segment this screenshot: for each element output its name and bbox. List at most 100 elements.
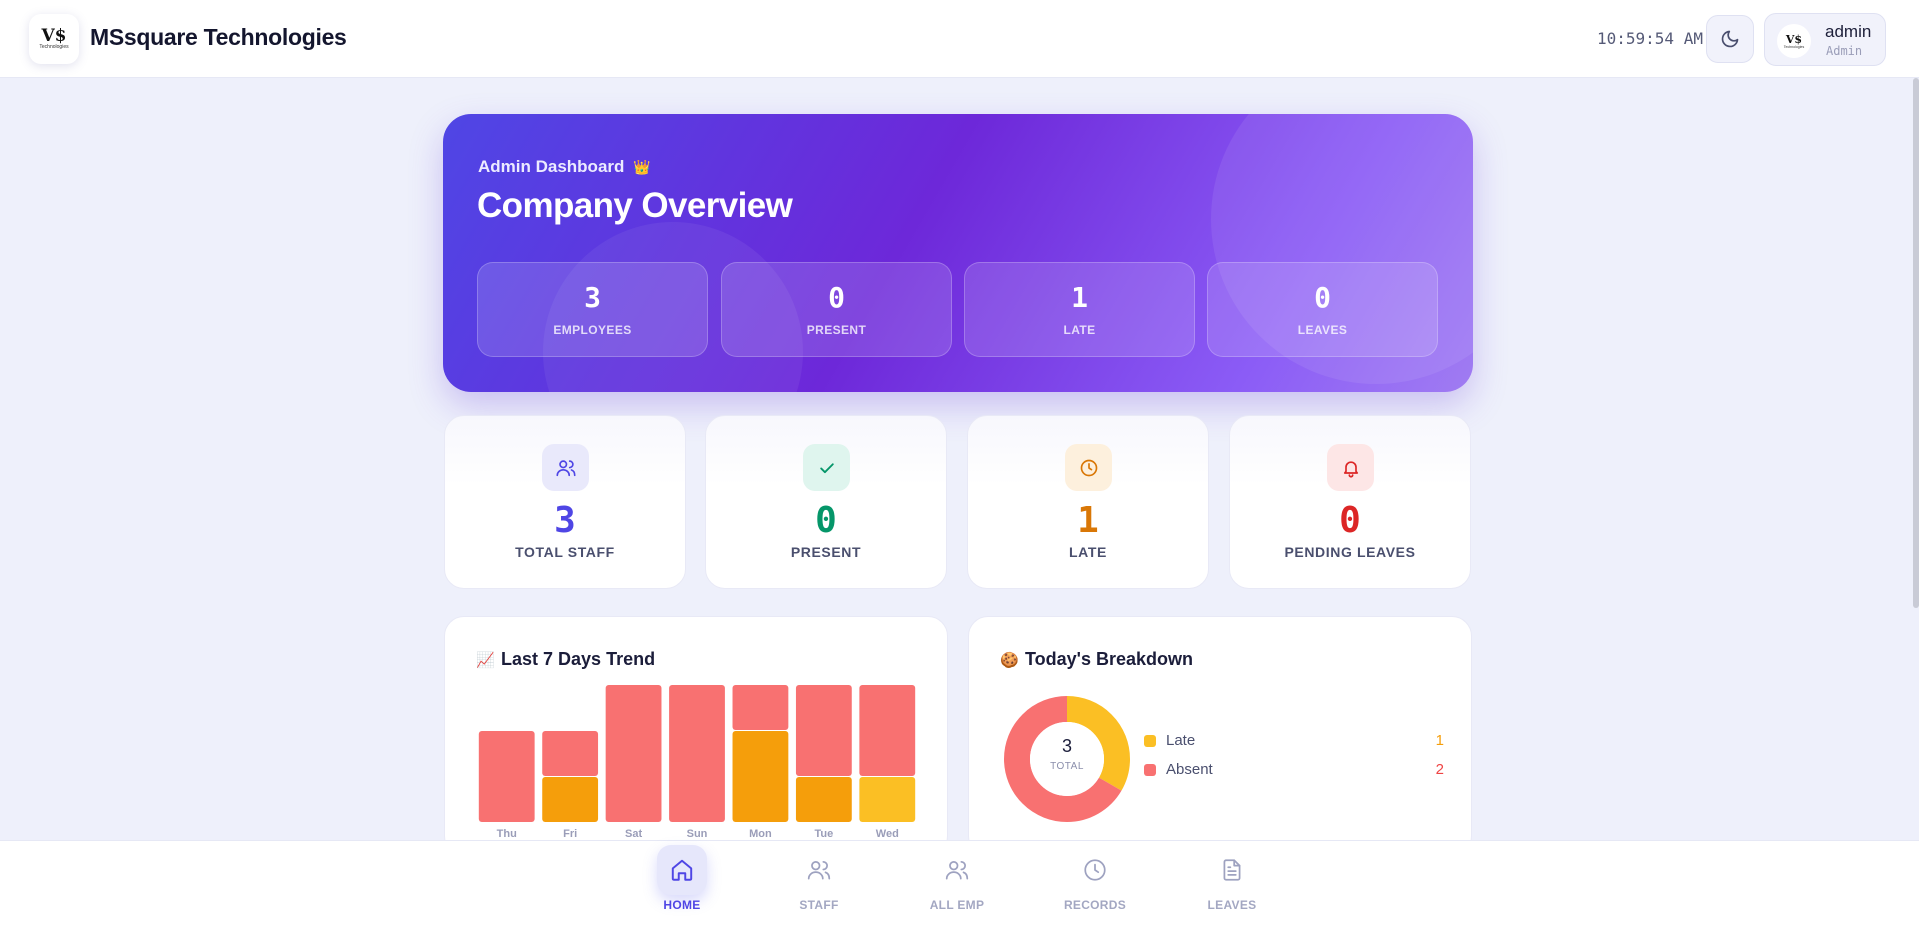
hero-stat-value: 0: [1314, 281, 1331, 314]
crown-icon: 👑: [633, 159, 651, 175]
check-icon: [819, 462, 834, 473]
stat-label: TOTAL STAFF: [515, 544, 615, 560]
bar-segment-mon: [732, 731, 789, 822]
breakdown-panel: 🍪 Today's Breakdown 3 TOTAL: [968, 616, 1472, 856]
stat-label: PRESENT: [790, 544, 862, 560]
x-tick-label: Sun: [687, 828, 708, 840]
hero-label-text: Admin Dashboard: [478, 157, 625, 176]
nav-icon-box: [1207, 845, 1257, 895]
stat-icon-box: [1065, 444, 1112, 491]
company-logo[interactable]: V$ Technologies: [29, 14, 79, 64]
x-tick-label: Tue: [814, 828, 833, 840]
document-icon: [1223, 859, 1241, 881]
legend-value: 1: [1435, 732, 1444, 749]
x-tick-label: Wed: [876, 828, 899, 840]
stat-value: 3: [554, 500, 576, 541]
page-title: Company Overview: [477, 186, 793, 225]
breakdown-title-text: Today's Breakdown: [1025, 649, 1194, 669]
nav-label: ALL EMP: [929, 898, 985, 912]
logo-subtext: Technologies: [39, 44, 69, 50]
user-role: Admin: [1826, 44, 1863, 58]
nav-home[interactable]: HOME: [627, 841, 737, 929]
chart-icon: 📈: [476, 652, 495, 669]
stat-icon-box: [803, 444, 850, 491]
donut-slice-absent: [1004, 696, 1130, 822]
trend-title-text: Last 7 Days Trend: [501, 649, 656, 669]
bar-segment-wed: [859, 685, 916, 776]
legend-swatch: [1144, 764, 1156, 776]
breakdown-donut-chart: [1004, 696, 1130, 822]
nav-leaves[interactable]: LEAVES: [1177, 841, 1287, 929]
legend-label: Late: [1166, 732, 1196, 749]
donut-hole: [1030, 722, 1104, 796]
users-icon: [807, 861, 831, 880]
bottom-nav: HOME STAFF ALL EMP RECORDS LEAVES: [0, 840, 1919, 929]
hero-stat-label: PRESENT: [806, 323, 867, 337]
user-menu[interactable]: V$ Technologies admin Admin: [1764, 13, 1886, 66]
clock-icon: [1080, 459, 1097, 476]
legend-value: 2: [1435, 761, 1444, 778]
stat-card-present[interactable]: 0 PRESENT: [705, 415, 947, 589]
x-tick-label: Thu: [497, 828, 517, 840]
breakdown-title: 🍪 Today's Breakdown: [1000, 649, 1193, 670]
avatar-subtext: Technologies: [1783, 44, 1805, 49]
user-name: admin: [1825, 22, 1872, 41]
hero-label: Admin Dashboard 👑: [478, 157, 651, 177]
bar-segment-wed: [859, 777, 916, 822]
nav-icon-box: [657, 845, 707, 895]
hero-stat-present[interactable]: 0 PRESENT: [721, 262, 952, 357]
bar-segment-fri: [542, 731, 599, 776]
bar-segment-sun: [669, 685, 725, 822]
bell-icon: [1343, 460, 1358, 478]
hero-stat-late[interactable]: 1 LATE: [964, 262, 1195, 357]
bar-segment-thu: [478, 731, 535, 822]
stat-value: 0: [815, 500, 837, 541]
stat-card-total-staff[interactable]: 3 TOTAL STAFF: [444, 415, 686, 589]
stat-label: LATE: [1069, 544, 1107, 560]
legend-label: Absent: [1166, 761, 1213, 778]
hero-stat-label: LEAVES: [1297, 323, 1348, 337]
hero-stat-label: LATE: [1063, 323, 1096, 337]
stat-value: 0: [1339, 500, 1361, 541]
hero-stat-value: 0: [828, 281, 845, 314]
bar-segment-mon: [732, 685, 789, 730]
hero-stat-leaves[interactable]: 0 LEAVES: [1207, 262, 1438, 357]
page-scrollbar[interactable]: [1913, 78, 1919, 608]
users-icon: [555, 459, 576, 476]
nav-all-emp[interactable]: ALL EMP: [902, 841, 1012, 929]
legend-item-late: Late 1: [1144, 731, 1444, 751]
cookie-icon: 🍪: [1000, 652, 1019, 669]
clock: 10:59:54 AM: [1597, 29, 1703, 48]
home-icon: [671, 859, 693, 881]
trend-panel: 📈 Last 7 Days Trend Thu Fri Sat Sun Mon Tue We…: [444, 616, 948, 856]
legend-swatch: [1144, 735, 1156, 747]
x-tick-label: Mon: [749, 828, 772, 840]
donut-total-label: TOTAL: [1050, 761, 1084, 772]
trend-chart: Thu Fri Sat Sun Mon Tue Wed: [478, 685, 916, 840]
theme-toggle-button[interactable]: [1706, 15, 1754, 63]
logo-mark: V$: [41, 26, 67, 46]
legend-item-absent: Absent 2: [1144, 760, 1444, 780]
bar-segment-tue: [795, 777, 852, 822]
bar-segment-fri: [542, 777, 599, 822]
avatar: V$ Technologies: [1777, 24, 1811, 58]
hero-stat-employees[interactable]: 3 EMPLOYEES: [477, 262, 708, 357]
donut-total: 3: [1061, 736, 1072, 756]
stat-label: PENDING LEAVES: [1284, 544, 1416, 560]
nav-staff[interactable]: STAFF: [764, 841, 874, 929]
stat-card-late[interactable]: 1 LATE: [967, 415, 1209, 589]
bar-segment-tue: [795, 685, 852, 776]
stat-icon-box: [542, 444, 589, 491]
stat-value: 1: [1077, 500, 1099, 541]
moon-icon: [1721, 30, 1739, 48]
nav-icon-box: [1070, 845, 1120, 895]
nav-icon-box: [932, 845, 982, 895]
nav-records[interactable]: RECORDS: [1040, 841, 1150, 929]
avatar-mark: V$: [1785, 32, 1803, 46]
stat-card-pending-leaves[interactable]: 0 PENDING LEAVES: [1229, 415, 1471, 589]
hero-stat-label: EMPLOYEES: [553, 323, 632, 337]
x-tick-label: Sat: [625, 828, 642, 840]
nav-label: STAFF: [799, 898, 839, 912]
nav-icon-box: [794, 845, 844, 895]
hero-stat-value: 1: [1071, 281, 1088, 314]
